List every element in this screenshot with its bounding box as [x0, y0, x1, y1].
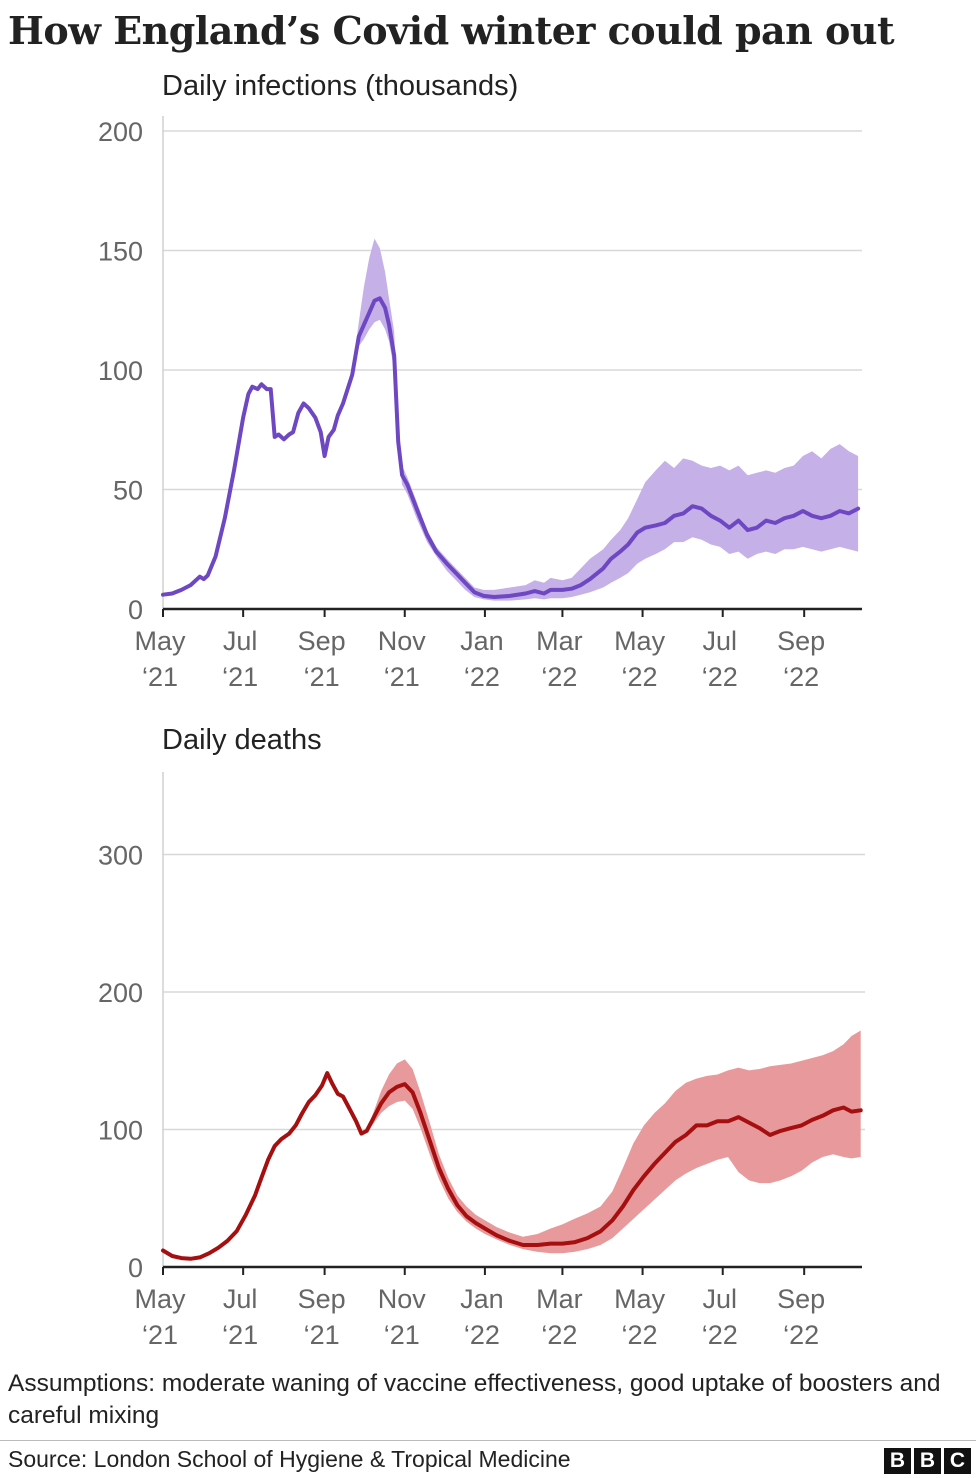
infections-chart-title: Daily infections (thousands) [162, 70, 519, 102]
deaths-chart-title: Daily deaths [162, 724, 322, 756]
x-tick-label: May [614, 1284, 666, 1314]
x-tick-label: Sep [777, 1284, 825, 1314]
x-tick-year-label: ‘21 [304, 1320, 340, 1350]
y-tick-label: 100 [98, 1116, 143, 1146]
y-tick-label: 200 [98, 117, 143, 147]
source-text: Source: London School of Hygiene & Tropi… [8, 1446, 571, 1472]
x-tick-label: Nov [378, 626, 427, 656]
x-tick-year-label: ‘21 [384, 1320, 420, 1350]
y-tick-label: 50 [113, 476, 143, 506]
x-tick-label: Jul [702, 626, 737, 656]
x-tick-year-label: ‘22 [541, 662, 577, 692]
infections-chart: 0 50 100 150 200 May ‘21 Jul ‘21 Sep ‘21 Nov ‘21 Jan ‘… [98, 116, 862, 692]
x-tick-label: May [134, 1284, 186, 1314]
x-tick-year-label: ‘22 [622, 1320, 658, 1350]
x-tick-year-label: ‘22 [622, 662, 658, 692]
y-tick-label: 0 [128, 1253, 143, 1283]
assumptions-note: Assumptions: moderate waning of vaccine … [8, 1370, 941, 1429]
bbc-logo-letter: B [914, 1448, 941, 1474]
x-tick-year-label: ‘21 [222, 662, 258, 692]
bbc-logo-letter: B [884, 1448, 911, 1474]
series-line [161, 296, 861, 599]
y-tick-label: 0 [128, 595, 143, 625]
x-tick-year-label: ‘22 [783, 662, 819, 692]
x-tick-year-label: ‘21 [384, 662, 420, 692]
bbc-logo: B B C [884, 1448, 971, 1474]
x-tick-year-label: ‘21 [142, 662, 178, 692]
y-tick-label: 300 [98, 841, 143, 871]
x-tick-label: Mar [536, 626, 583, 656]
x-tick-label: Jul [223, 1284, 258, 1314]
bbc-logo-letter: C [944, 1448, 971, 1474]
footer-divider [0, 1440, 976, 1441]
x-tick-label: Jul [702, 1284, 737, 1314]
x-tick-label: Sep [777, 626, 825, 656]
x-tick-label: Sep [298, 1284, 346, 1314]
series-line [161, 1071, 863, 1261]
x-tick-label: Sep [298, 626, 346, 656]
page-title: How England’s Covid winter could pan out [8, 8, 895, 53]
x-tick-year-label: ‘21 [142, 1320, 178, 1350]
x-tick-year-label: ‘22 [541, 1320, 577, 1350]
x-tick-label: Jan [460, 1284, 504, 1314]
x-tick-label: Mar [536, 1284, 583, 1314]
y-tick-label: 100 [98, 356, 143, 386]
x-tick-year-label: ‘21 [222, 1320, 258, 1350]
deaths-chart: 0 100 200 300 May ‘21 Jul ‘21 Sep ‘21 Nov ‘21 Jan ‘22… [98, 772, 865, 1350]
x-tick-label: May [614, 626, 666, 656]
y-tick-label: 200 [98, 978, 143, 1008]
x-tick-year-label: ‘22 [783, 1320, 819, 1350]
x-tick-year-label: ‘22 [464, 1320, 500, 1350]
x-tick-year-label: ‘21 [304, 662, 340, 692]
uncertainty-band [352, 238, 859, 601]
x-tick-label: Jul [223, 626, 258, 656]
x-tick-year-label: ‘22 [702, 1320, 738, 1350]
x-tick-year-label: ‘22 [702, 662, 738, 692]
x-tick-label: Jan [460, 626, 504, 656]
y-tick-label: 150 [98, 237, 143, 267]
x-tick-year-label: ‘22 [464, 662, 500, 692]
x-tick-label: Nov [378, 1284, 427, 1314]
uncertainty-band [361, 1030, 861, 1254]
x-tick-label: May [134, 626, 186, 656]
